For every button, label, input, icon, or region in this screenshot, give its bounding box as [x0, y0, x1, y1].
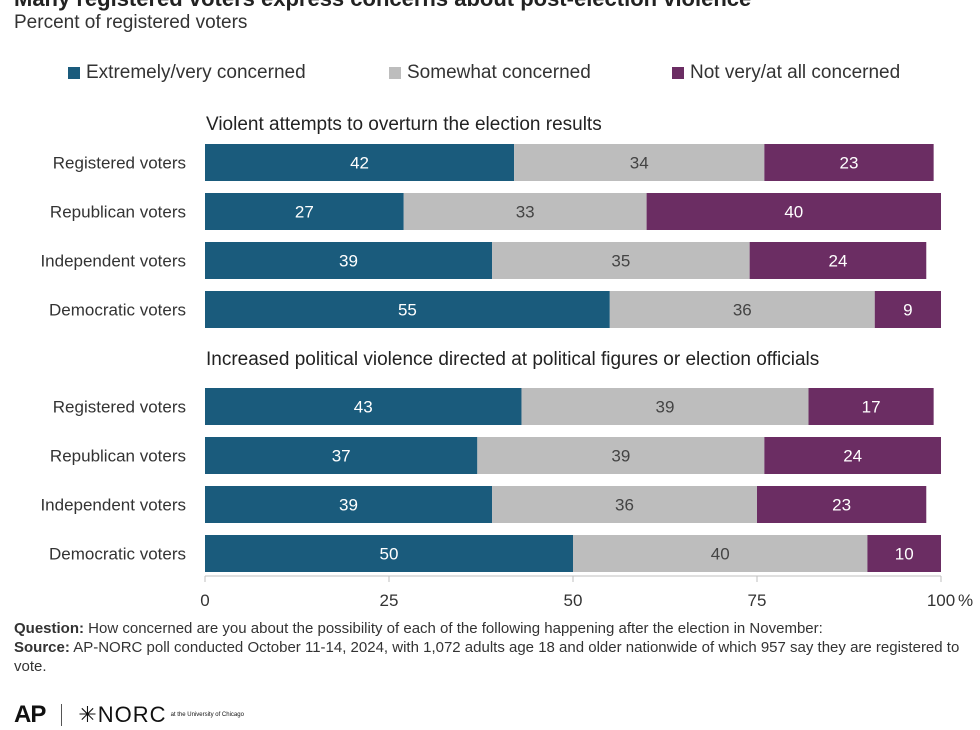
logos: AP ✳ NORC at the University of Chicago — [14, 700, 244, 730]
legend-label-not-very: Not very/at all concerned — [690, 62, 901, 83]
category-label-independent-voters: Independent voters — [40, 252, 186, 271]
data-label-somewhat-concerned-independent-voters: 36 — [615, 496, 634, 515]
bar-not-very-at-all-concerned-democratic-voters — [867, 535, 941, 572]
legend-item-extremely-very: Extremely/very concerned — [68, 62, 306, 84]
x-tick-label-100: 100 — [927, 591, 955, 610]
legend-item-not-very: Not very/at all concerned — [672, 62, 900, 84]
bar-not-very-at-all-concerned-republican-voters — [646, 193, 941, 230]
bar-somewhat-concerned-republican-voters — [477, 437, 765, 474]
bar-extremely-very-concerned-republican-voters — [205, 437, 478, 474]
bar-somewhat-concerned-republican-voters — [403, 193, 647, 230]
data-label-somewhat-concerned-democratic-voters: 40 — [711, 545, 730, 564]
bar-extremely-very-concerned-registered-voters — [205, 144, 515, 181]
question-label: Question: — [14, 620, 84, 637]
data-label-extremely-very-concerned-democratic-voters: 50 — [380, 545, 399, 564]
category-label-democratic-voters: Democratic voters — [49, 545, 186, 564]
x-tick-label-75: 75 — [748, 591, 767, 610]
bar-extremely-very-concerned-democratic-voters — [205, 291, 610, 328]
bar-somewhat-concerned-independent-voters — [492, 486, 757, 523]
category-label-republican-voters: Republican voters — [50, 203, 186, 222]
legend-swatch-extremely-very — [68, 67, 80, 79]
bar-somewhat-concerned-registered-voters — [521, 388, 809, 425]
bar-extremely-very-concerned-democratic-voters — [205, 535, 573, 572]
category-label-registered-voters: Registered voters — [53, 398, 186, 417]
x-tick-label-25: 25 — [380, 591, 399, 610]
data-label-not-very-at-all-concerned-independent-voters: 24 — [828, 252, 847, 271]
data-label-extremely-very-concerned-independent-voters: 39 — [339, 496, 358, 515]
source-text: AP-NORC poll conducted October 11-14, 20… — [14, 639, 960, 675]
data-label-somewhat-concerned-independent-voters: 35 — [611, 252, 630, 271]
data-label-not-very-at-all-concerned-registered-voters: 17 — [862, 398, 881, 417]
legend-item-somewhat: Somewhat concerned — [389, 62, 591, 84]
bar-not-very-at-all-concerned-registered-voters — [764, 144, 934, 181]
data-label-not-very-at-all-concerned-registered-voters: 23 — [840, 154, 859, 173]
bar-somewhat-concerned-democratic-voters — [609, 291, 875, 328]
norc-star-icon: ✳ — [78, 702, 98, 727]
norc-logo-text: NORC — [97, 702, 167, 727]
legend-swatch-not-very — [672, 67, 684, 79]
data-label-not-very-at-all-concerned-republican-voters: 24 — [843, 447, 862, 466]
bar-not-very-at-all-concerned-republican-voters — [764, 437, 941, 474]
panel-title-1: Violent attempts to overturn the electio… — [206, 114, 602, 135]
data-label-extremely-very-concerned-registered-voters: 43 — [354, 398, 373, 417]
x-axis-unit: % — [958, 591, 973, 610]
data-label-extremely-very-concerned-republican-voters: 27 — [295, 203, 314, 222]
legend-swatch-somewhat — [389, 67, 401, 79]
chart-legend: Extremely/very concerned Somewhat concer… — [0, 62, 980, 86]
ap-logo: AP — [14, 701, 46, 728]
data-label-extremely-very-concerned-republican-voters: 37 — [332, 447, 351, 466]
logo-divider — [61, 704, 63, 726]
x-tick-label-50: 50 — [564, 591, 583, 610]
footnote-source: Source: AP-NORC poll conducted October 1… — [14, 638, 969, 676]
bar-not-very-at-all-concerned-democratic-voters — [874, 291, 941, 328]
stacked-bar-chart: Violent attempts to overturn the electio… — [40, 114, 973, 610]
x-tick-label-0: 0 — [200, 591, 209, 610]
bar-not-very-at-all-concerned-independent-voters — [757, 486, 927, 523]
bar-somewhat-concerned-registered-voters — [514, 144, 765, 181]
data-label-somewhat-concerned-democratic-voters: 36 — [733, 301, 752, 320]
bar-extremely-very-concerned-republican-voters — [205, 193, 404, 230]
footnote: Question: How concerned are you about th… — [14, 619, 969, 676]
norc-logo: ✳ NORC at the University of Chicago — [78, 702, 244, 728]
data-label-extremely-very-concerned-registered-voters: 42 — [350, 154, 369, 173]
data-label-not-very-at-all-concerned-democratic-voters: 9 — [903, 301, 912, 320]
panel-title-2: Increased political violence directed at… — [206, 349, 819, 370]
data-label-extremely-very-concerned-democratic-voters: 55 — [398, 301, 417, 320]
norc-logo-small: at the University of Chicago — [170, 711, 244, 718]
category-label-independent-voters: Independent voters — [40, 496, 186, 515]
legend-label-somewhat: Somewhat concerned — [407, 62, 591, 83]
bar-extremely-very-concerned-registered-voters — [205, 388, 522, 425]
question-text: How concerned are you about the possibil… — [88, 620, 823, 637]
bar-extremely-very-concerned-independent-voters — [205, 242, 493, 279]
bar-not-very-at-all-concerned-registered-voters — [808, 388, 934, 425]
data-label-extremely-very-concerned-independent-voters: 39 — [339, 252, 358, 271]
chart-title: Many registered voters express concerns … — [14, 0, 751, 12]
bar-somewhat-concerned-democratic-voters — [573, 535, 868, 572]
footnote-question: Question: How concerned are you about th… — [14, 619, 969, 638]
category-label-republican-voters: Republican voters — [50, 447, 186, 466]
bar-extremely-very-concerned-independent-voters — [205, 486, 493, 523]
data-label-not-very-at-all-concerned-republican-voters: 40 — [784, 203, 803, 222]
data-label-not-very-at-all-concerned-independent-voters: 23 — [832, 496, 851, 515]
legend-label-extremely-very: Extremely/very concerned — [86, 62, 306, 83]
data-label-somewhat-concerned-registered-voters: 34 — [630, 154, 649, 173]
data-label-not-very-at-all-concerned-democratic-voters: 10 — [895, 545, 914, 564]
category-label-democratic-voters: Democratic voters — [49, 301, 186, 320]
data-label-somewhat-concerned-registered-voters: 39 — [656, 398, 675, 417]
bar-not-very-at-all-concerned-independent-voters — [749, 242, 927, 279]
data-label-somewhat-concerned-republican-voters: 39 — [611, 447, 630, 466]
bar-somewhat-concerned-independent-voters — [492, 242, 750, 279]
category-label-registered-voters: Registered voters — [53, 154, 186, 173]
data-label-somewhat-concerned-republican-voters: 33 — [516, 203, 535, 222]
source-label: Source: — [14, 639, 70, 656]
chart-subtitle: Percent of registered voters — [14, 12, 248, 33]
